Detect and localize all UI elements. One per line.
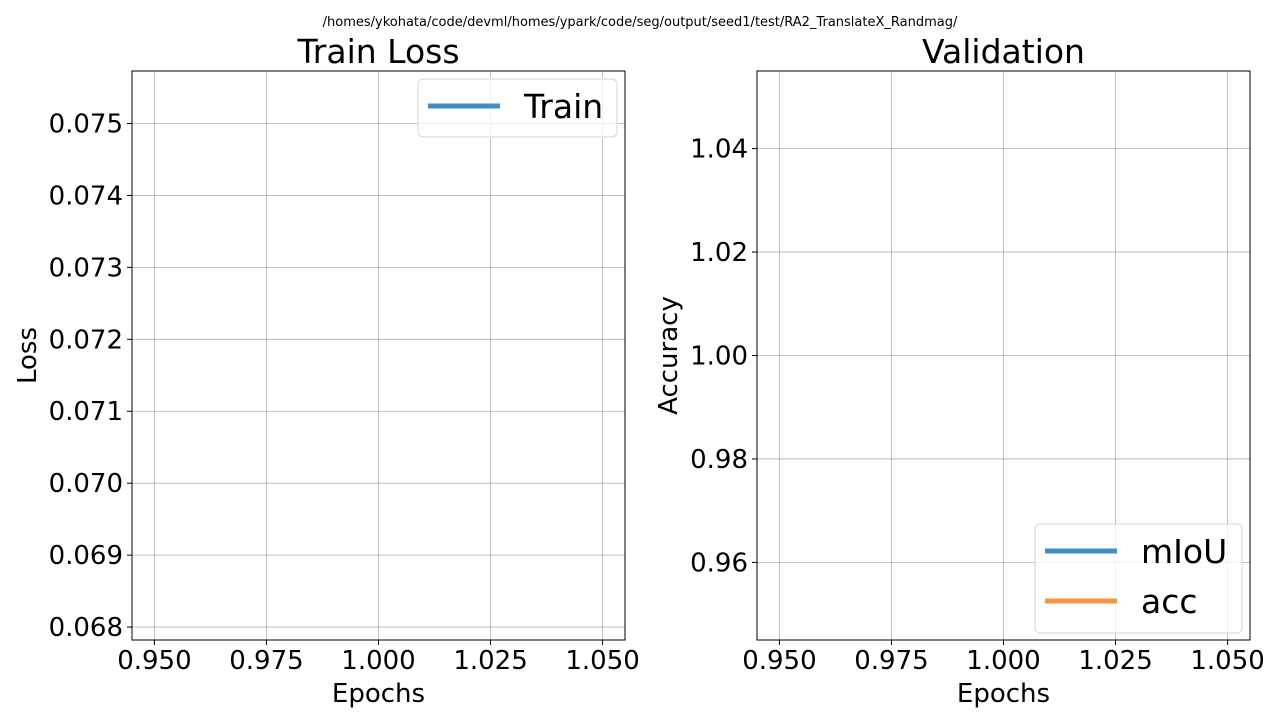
chart-0: 0.950 0.975 1.000 1.025 1.050 0.068 0.069 0.070… <box>13 32 640 709</box>
y-tick-label: 0.072 <box>49 325 123 355</box>
y-tick-label: 1.00 <box>690 342 748 372</box>
legend: Train <box>417 78 618 138</box>
y-axis-label: Accuracy <box>654 296 684 415</box>
legend-label: mIoU <box>1141 532 1227 571</box>
legend: mIoU acc <box>1034 523 1243 634</box>
y-tick-label: 0.070 <box>49 469 123 499</box>
figure-suptitle: /homes/ykohata/code/devml/homes/ypark/co… <box>323 15 958 30</box>
y-tick-label: 0.071 <box>49 397 123 427</box>
chart-1: 0.950 0.975 1.000 1.025 1.050 0.96 0.98 1.00 1.0… <box>654 32 1265 709</box>
chart-title: Validation <box>922 32 1085 71</box>
x-tick-label: 0.950 <box>742 646 816 676</box>
charts: 0.950 0.975 1.000 1.025 1.050 0.068 0.069 0.070… <box>13 32 1265 709</box>
x-tick-label: 0.950 <box>117 646 191 676</box>
x-tick-label: 0.975 <box>854 646 928 676</box>
x-tick-label: 1.000 <box>966 646 1040 676</box>
x-tick-label: 1.000 <box>341 646 415 676</box>
x-tick-label: 1.050 <box>565 646 639 676</box>
y-tick-label: 0.98 <box>690 445 748 475</box>
y-tick-label: 0.074 <box>49 181 123 211</box>
chart-title: Train Loss <box>296 32 459 71</box>
y-tick-label: 1.04 <box>690 135 748 165</box>
y-tick-label: 0.073 <box>49 253 123 283</box>
y-axis-label: Loss <box>13 327 43 384</box>
x-tick-label: 0.975 <box>229 646 303 676</box>
x-axis-label: Epochs <box>332 679 425 709</box>
y-tick-label: 0.068 <box>49 613 123 643</box>
x-tick-label: 1.050 <box>1190 646 1264 676</box>
y-tick-label: 1.02 <box>690 238 748 268</box>
legend-label: Train <box>523 87 603 126</box>
x-axis-label: Epochs <box>957 679 1050 709</box>
x-tick-label: 1.025 <box>1078 646 1152 676</box>
x-tick-label: 1.025 <box>453 646 527 676</box>
legend-frame <box>417 78 618 138</box>
y-tick-label: 0.075 <box>49 110 123 140</box>
legend-label: acc <box>1141 582 1198 621</box>
y-tick-label: 0.96 <box>690 548 748 578</box>
y-tick-label: 0.069 <box>49 541 123 571</box>
